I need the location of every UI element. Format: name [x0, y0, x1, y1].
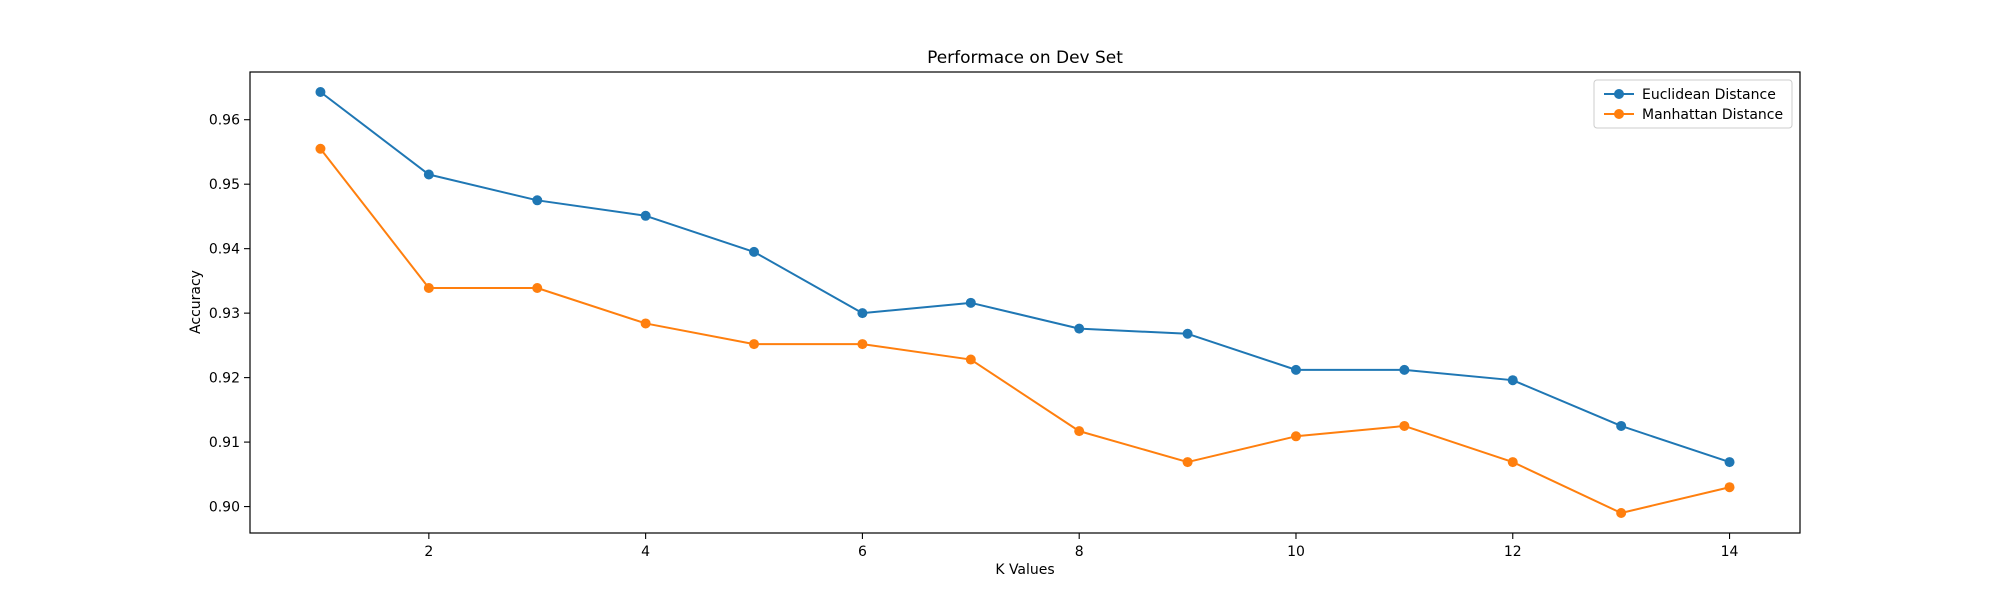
series-2-point — [640, 318, 651, 329]
legend-label-1: Euclidean Distance — [1642, 87, 1776, 103]
y-tick-label: 0.96 — [209, 113, 240, 129]
x-tick-label: 14 — [1721, 544, 1739, 560]
series-1-point — [1182, 328, 1193, 339]
y-tick-label: 0.93 — [209, 306, 240, 322]
series-1-point — [1616, 420, 1627, 431]
series-1-point — [1724, 457, 1735, 468]
series-2-point — [749, 339, 760, 350]
series-1-point — [640, 210, 651, 221]
series-1-point — [1074, 323, 1085, 334]
legend-label-2: Manhattan Distance — [1642, 107, 1783, 123]
plot-frame — [249, 71, 1801, 534]
legend-box — [1593, 79, 1793, 129]
series-1-point — [532, 195, 543, 206]
y-tick-label: 0.91 — [209, 435, 240, 451]
series-1-point — [749, 246, 760, 257]
series-2-point — [857, 339, 868, 350]
y-tick-label: 0.92 — [209, 371, 240, 387]
series-2-point — [1290, 431, 1301, 442]
series-line-1 — [319, 91, 1730, 464]
legend: Euclidean Distance Manhattan Distance — [1593, 79, 1793, 129]
y-tick-label: 0.94 — [209, 242, 240, 258]
y-tick-label: 0.90 — [209, 500, 240, 516]
series-2-point — [423, 282, 434, 293]
series-2-point — [1507, 457, 1518, 468]
series-line-2 — [319, 148, 1730, 515]
chart-title: Performace on Dev Set — [927, 48, 1123, 68]
legend-marker-1 — [1614, 89, 1624, 99]
series-1-point — [423, 169, 434, 180]
series-2-point — [315, 143, 326, 154]
series-1-point — [1290, 364, 1301, 375]
series-2-point — [1724, 482, 1735, 493]
y-axis: 0.90 0.91 0.92 0.93 0.94 0.95 0.96 — [209, 113, 250, 516]
x-axis: 2 4 6 8 10 12 14 — [424, 533, 1739, 560]
plot-area — [315, 86, 1735, 519]
x-tick-label: 2 — [424, 544, 433, 560]
series-2-point — [965, 354, 976, 365]
series-2-point — [532, 282, 543, 293]
y-tick-label: 0.95 — [209, 177, 240, 193]
series-2-point — [1399, 420, 1410, 431]
y-axis-label: Accuracy — [188, 270, 204, 334]
x-tick-label: 4 — [641, 544, 650, 560]
series-1-point — [1399, 364, 1410, 375]
series-2-point — [1182, 457, 1193, 468]
legend-marker-2 — [1614, 109, 1624, 119]
x-tick-label: 8 — [1075, 544, 1084, 560]
series-1-point — [965, 297, 976, 308]
x-tick-label: 12 — [1504, 544, 1522, 560]
x-axis-label: K Values — [995, 562, 1054, 578]
x-tick-label: 6 — [858, 544, 867, 560]
series-1-point — [1507, 375, 1518, 386]
series-1-point — [857, 308, 868, 319]
series-2-point — [1616, 508, 1627, 519]
series-2-point — [1074, 426, 1085, 437]
series-1-point — [315, 86, 326, 97]
x-tick-label: 10 — [1287, 544, 1305, 560]
